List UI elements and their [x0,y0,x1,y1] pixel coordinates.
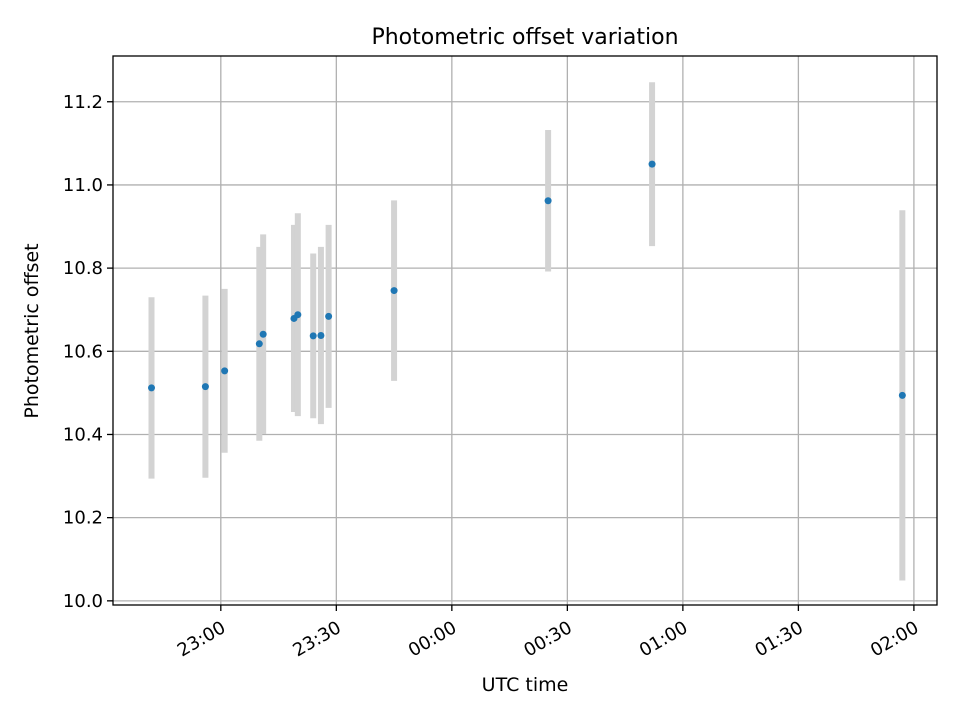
x-axis-title: UTC time [482,674,569,696]
plot-frame [112,55,938,606]
data-point [390,287,398,295]
y-tick-label: 11.2 [63,92,103,113]
data-point [309,332,317,340]
data-point [317,331,325,339]
data-point [259,330,267,338]
y-tick-label: 10.8 [63,258,103,279]
data-point [544,197,552,205]
data-point [221,367,229,375]
grid [113,56,937,605]
y-axis-ticks: 10.0 10.2 10.4 10.6 10.8 11.0 11.2 [63,92,113,612]
data-point [148,384,156,392]
y-tick-label: 10.0 [63,591,103,612]
y-tick-label: 10.4 [63,424,103,445]
data-point [294,311,302,319]
data-point [325,312,333,320]
data-point [898,391,906,399]
y-tick-label: 10.2 [63,508,103,529]
y-tick-label: 10.6 [63,341,103,362]
data-point [201,383,209,391]
y-tick-label: 11.0 [63,175,103,196]
data-point [648,160,656,168]
data-point [255,340,263,348]
data-points [148,160,906,399]
y-axis-title: Photometric offset [21,243,43,418]
chart-title: Photometric offset variation [371,25,678,50]
